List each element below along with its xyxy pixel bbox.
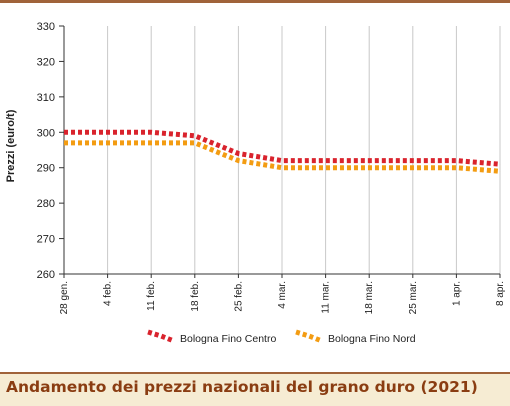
y-tick-label: 330 (37, 21, 55, 33)
y-axis-label: Prezzi (euro/t) (5, 109, 17, 182)
legend-swatch (147, 329, 175, 344)
y-tick-label: 320 (37, 56, 55, 68)
axes: 260 270 280 290 300 310 320 330 28 gen. 4 feb. 11 … (37, 21, 506, 314)
x-tick-label: 4 feb. (103, 281, 114, 306)
x-tick-label: 4 mar. (277, 281, 288, 309)
y-tick-label: 270 (37, 234, 55, 246)
y-tick-label: 290 (37, 163, 55, 175)
y-tick-label: 260 (37, 269, 55, 281)
x-tick-label: 1 apr. (451, 281, 462, 306)
x-tick-label: 25 feb. (233, 281, 244, 312)
chart-caption: Andamento dei prezzi nazionali del grano… (6, 378, 478, 396)
x-tick-label: 11 mar. (321, 281, 332, 314)
y-tick-label: 300 (37, 127, 55, 139)
legend: Bologna Fino Centro Bologna Fino Nord (147, 329, 416, 345)
x-tick-label: 8 apr. (495, 281, 506, 306)
legend-label: Bologna Fino Centro (180, 333, 276, 345)
series-line-2 (64, 140, 501, 174)
x-tick-label: 28 gen. (59, 281, 70, 314)
line-chart: 260 270 280 290 300 310 320 330 28 gen. 4 feb. 11 … (5, 21, 506, 345)
x-tick-label: 18 feb. (190, 281, 201, 312)
legend-swatch (295, 329, 323, 344)
y-tick-label: 280 (37, 198, 55, 210)
top-border (0, 0, 510, 3)
y-tick-label: 310 (37, 92, 55, 104)
x-tick-label: 25 mar. (408, 281, 419, 314)
legend-label: Bologna Fino Nord (328, 333, 416, 345)
caption-bar: Andamento dei prezzi nazionali del grano… (0, 372, 510, 406)
series-lines (63, 129, 501, 174)
series-line-1 (64, 129, 501, 167)
grid (107, 26, 501, 274)
x-tick-label: 11 feb. (146, 281, 157, 311)
x-tick-label: 18 mar. (364, 281, 375, 314)
